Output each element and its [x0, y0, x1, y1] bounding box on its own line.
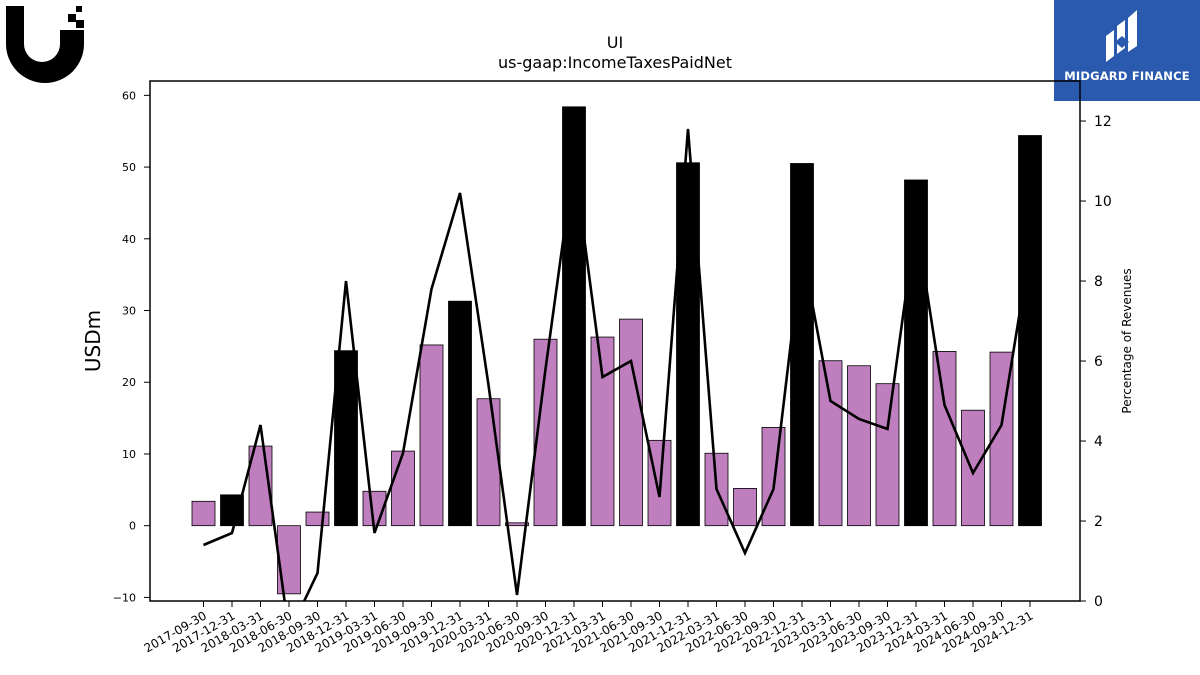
y-tick-label: −10	[113, 591, 136, 604]
bar-2018-09-30	[305, 511, 330, 527]
bar-2023-12-31	[904, 179, 928, 527]
bar-2017-12-31	[220, 494, 244, 527]
bar-2020-06-30	[505, 522, 529, 527]
bar-2019-12-31	[448, 300, 472, 527]
bar-2021-12-31	[676, 162, 700, 527]
y2-tick-label: 8	[1094, 274, 1103, 290]
ui-ubiquiti-logo-icon	[6, 6, 84, 83]
y-tick-label: 40	[122, 233, 136, 246]
chart-subtitle: us-gaap:IncomeTaxesPaidNet	[498, 53, 732, 72]
bar-2018-06-30	[277, 525, 301, 595]
bar-2023-06-30	[847, 365, 871, 527]
revenue-percentage-line	[202, 128, 1032, 601]
y2-tick-label: 0	[1094, 594, 1103, 610]
x-axis: 2017-09-302017-12-312018-03-312018-06-30…	[142, 601, 1036, 655]
chart-title: UI	[607, 33, 623, 52]
y-tick-label: 10	[122, 448, 136, 461]
y-tick-label: 30	[122, 305, 136, 318]
bar-2024-06-30	[961, 409, 985, 527]
plot-frame	[149, 80, 1081, 602]
bar-2020-03-31	[476, 398, 501, 527]
bar-2023-09-30	[875, 383, 900, 527]
y2-axis-label: Percentage of Revenues	[1120, 268, 1134, 413]
bar-2018-12-31	[334, 350, 358, 527]
bar-2021-03-31	[590, 336, 615, 527]
left-axis: −10 0 10 20 30 40 50 60	[113, 89, 150, 604]
y2-tick-label: 4	[1094, 434, 1103, 450]
bar-2019-06-30	[391, 450, 415, 527]
bar-2024-12-31	[1018, 135, 1042, 527]
bar-2022-06-30	[733, 487, 757, 527]
line-series	[202, 128, 1032, 601]
midgard-logo-icon	[1106, 10, 1137, 62]
bar-2017-09-30	[191, 500, 216, 527]
bar-2022-09-30	[761, 427, 786, 527]
right-axis: 0 2 4 6 8 10 12	[1080, 114, 1112, 610]
y-tick-label: 50	[122, 161, 136, 174]
bar-2021-06-30	[619, 318, 643, 527]
y2-tick-label: 6	[1094, 354, 1103, 370]
midgard-finance-brand: MIDGARD FINANCE	[1054, 0, 1200, 101]
y-axis-label: USDm	[81, 310, 105, 372]
y-tick-label: 20	[122, 376, 136, 389]
ui-logo	[4, 4, 88, 92]
brand-name: MIDGARD FINANCE	[1064, 69, 1190, 83]
y-tick-label: 0	[129, 520, 136, 533]
bar-2024-03-31	[932, 350, 957, 527]
y2-tick-label: 10	[1094, 194, 1112, 210]
bar-2019-09-30	[419, 344, 444, 527]
y-tick-label: 60	[122, 89, 136, 102]
bar-2020-09-30	[533, 338, 558, 527]
bar-series	[191, 106, 1042, 595]
y2-tick-label: 12	[1094, 114, 1112, 130]
bar-2022-12-31	[790, 163, 814, 527]
bar-2023-03-31	[818, 360, 843, 527]
y2-tick-label: 2	[1094, 514, 1103, 530]
